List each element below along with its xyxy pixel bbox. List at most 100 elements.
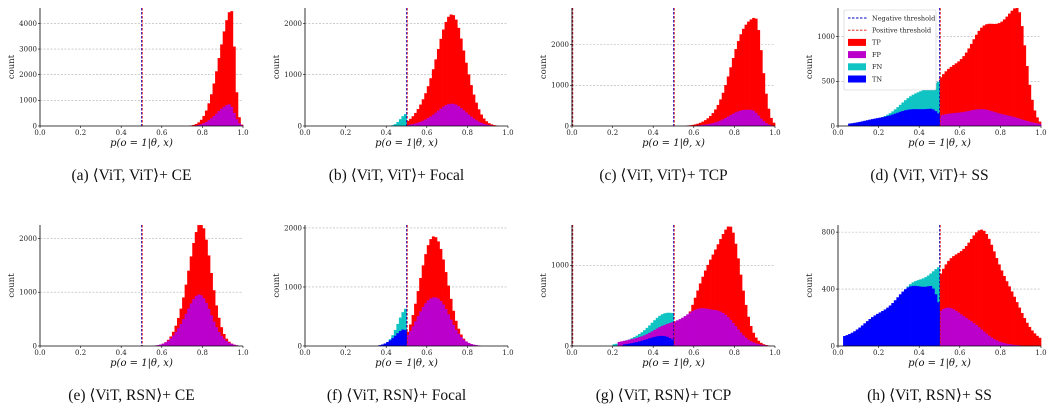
y-axis-label: count: [7, 273, 17, 298]
bar-tn: [393, 335, 397, 346]
bar-tp: [714, 249, 717, 346]
bar-tn: [865, 120, 869, 126]
bar-fn: [926, 87, 930, 126]
bar-tn: [886, 116, 890, 126]
bar-fp: [954, 112, 958, 126]
bar-fp: [622, 340, 626, 346]
bar-tp: [772, 122, 776, 126]
bar-fp: [204, 302, 208, 346]
bar-tp: [462, 50, 466, 126]
x-tick-label: 0.6: [156, 349, 168, 357]
bar-fp: [416, 122, 420, 126]
bar-fp: [215, 113, 218, 126]
bar-fp: [431, 297, 435, 346]
bar-tp: [459, 38, 463, 126]
bar-tp: [954, 63, 958, 126]
bar-tp: [947, 260, 950, 346]
bar-fp: [406, 124, 410, 126]
bar-tn: [924, 286, 928, 346]
bar-tn: [926, 286, 930, 346]
bar-fp: [467, 114, 471, 126]
bar-tn: [843, 336, 846, 346]
bar-fp: [995, 340, 999, 346]
bar-tp: [449, 14, 453, 126]
bar-tn: [632, 342, 636, 346]
bar-tp: [980, 27, 983, 127]
bar-tp: [436, 49, 440, 127]
bar-fp: [957, 312, 961, 346]
bar-tp: [197, 122, 201, 126]
bar-tp: [487, 123, 491, 126]
bar-tp: [977, 230, 981, 346]
bar-fp: [1035, 123, 1039, 126]
bar-tp: [444, 272, 448, 346]
bar-fp: [452, 324, 456, 346]
series-fn: [391, 114, 407, 126]
x-tick-label: 0.2: [873, 349, 884, 357]
bar-tn: [655, 336, 659, 346]
bar-tp: [426, 245, 430, 346]
bar-fp: [210, 118, 213, 126]
bar-tp: [752, 332, 756, 346]
y-tick-label: 0: [298, 342, 302, 350]
bar-fn: [916, 92, 920, 126]
bar-fp: [749, 341, 753, 346]
bar-tn: [855, 122, 859, 126]
bar-tp: [421, 265, 425, 346]
bar-tp: [431, 69, 435, 126]
bar-fp: [487, 125, 491, 126]
bar-tp: [706, 118, 710, 126]
bar-fp: [949, 113, 953, 126]
bar-fp: [166, 340, 170, 346]
x-tick-label: 1.0: [237, 129, 248, 137]
bar-fp: [482, 123, 486, 126]
bar-tn: [658, 336, 662, 346]
bar-fp: [975, 109, 978, 126]
bar-fp: [990, 337, 994, 346]
x-axis-label: p(o = 1|θ, x): [642, 358, 705, 369]
x-tick-label: 0.4: [648, 349, 660, 357]
bar-tp: [944, 264, 948, 346]
bar-tn: [909, 286, 912, 346]
bar-tn: [391, 338, 395, 346]
bar-tp: [757, 340, 761, 346]
bar-tn: [903, 110, 907, 126]
bar-tp: [409, 118, 412, 126]
subplot-g: 0 1000 0.0 0.2 0.4 0.6 0.8 1.0 p(o = 1|θ, x) coun…: [539, 225, 781, 404]
x-axis-label: p(o = 1|θ, x): [642, 138, 705, 149]
bar-tn: [883, 309, 887, 346]
y-tick-label: 0: [831, 122, 835, 130]
bar-tp: [729, 67, 733, 126]
bar-fp: [729, 319, 733, 346]
series-fp: [406, 297, 481, 346]
bar-tp: [1030, 330, 1034, 346]
bar-fp: [1002, 343, 1006, 346]
bar-tp: [199, 119, 203, 126]
bar-fp: [985, 333, 989, 346]
bar-fp: [721, 119, 725, 126]
bar-fp: [406, 334, 410, 346]
bar-tn: [934, 294, 938, 346]
bar-tn: [873, 118, 877, 126]
bar-tp: [701, 121, 705, 126]
bar-tp: [739, 274, 743, 346]
bar-tn: [914, 285, 918, 346]
bar-tn: [870, 119, 874, 126]
bar-fp: [1013, 344, 1016, 346]
bar-fp: [762, 345, 766, 346]
bar-tp: [492, 125, 496, 126]
y-axis-label: count: [805, 273, 815, 298]
bar-fp: [240, 125, 244, 126]
bar-tn: [653, 336, 657, 346]
bar-fn: [615, 343, 619, 346]
bar-fp: [220, 108, 224, 126]
bar-fp: [665, 323, 669, 346]
x-tick-label: 1.0: [237, 349, 248, 357]
bar-fp: [982, 331, 986, 346]
bar-fp: [436, 298, 440, 346]
bar-tn: [378, 345, 382, 346]
x-tick-label: 0.4: [914, 349, 926, 357]
bar-fp: [747, 339, 750, 346]
x-tick-label: 0.6: [688, 349, 700, 357]
bar-tn: [936, 302, 940, 346]
